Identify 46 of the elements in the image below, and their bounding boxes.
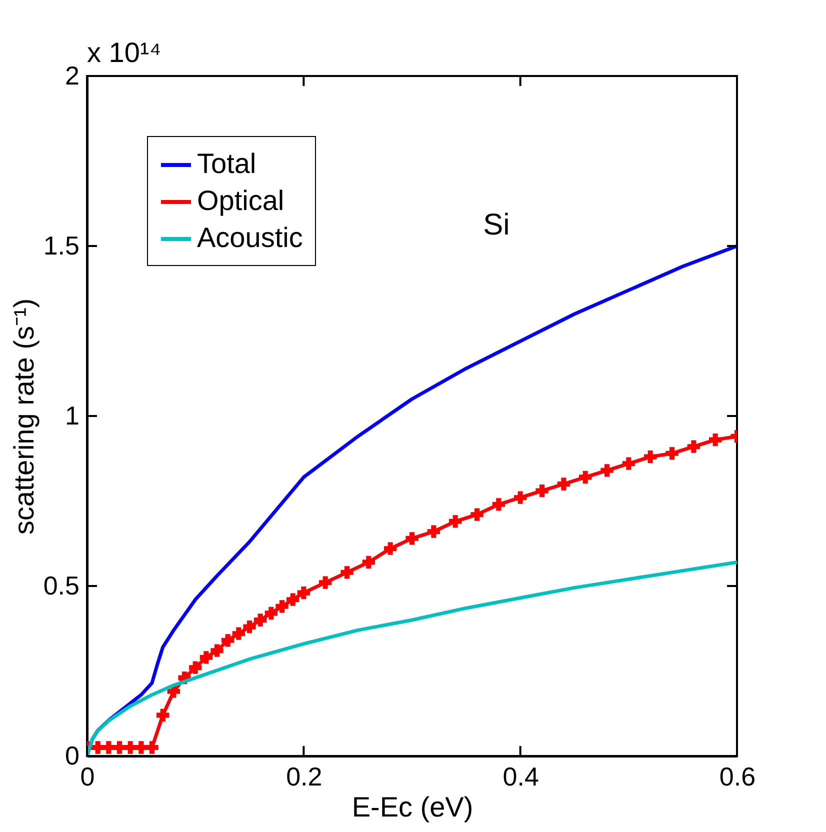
point — [384, 542, 397, 555]
x-tick-label: 0.6 — [719, 762, 756, 792]
point — [340, 566, 354, 579]
point — [622, 457, 635, 470]
point — [189, 661, 202, 674]
x-tick-label: 0.4 — [502, 762, 539, 792]
point — [297, 586, 310, 600]
point — [644, 450, 657, 464]
point — [557, 478, 570, 490]
x-axis-title: E-Ec (eV) — [352, 792, 474, 822]
point — [514, 491, 527, 504]
point — [579, 470, 592, 484]
point — [232, 627, 245, 640]
point — [319, 576, 332, 589]
point — [536, 484, 548, 498]
point — [276, 600, 288, 613]
x-tick-label: 0.2 — [286, 762, 322, 792]
point — [470, 508, 484, 521]
point — [254, 614, 267, 626]
point — [492, 498, 505, 511]
point — [362, 556, 375, 569]
legend-label: Optical — [197, 185, 284, 216]
y-tick-label: 2 — [65, 60, 80, 90]
point — [600, 464, 614, 477]
point — [200, 651, 212, 664]
point — [222, 634, 234, 647]
annotation: Si — [483, 208, 510, 242]
y-tick-label: 0.5 — [43, 570, 80, 600]
point — [210, 644, 224, 657]
point — [687, 440, 700, 453]
legend-label: Total — [197, 148, 256, 179]
y-axis-title: scattering rate (s⁻¹) — [8, 298, 40, 535]
point — [449, 515, 462, 528]
point — [243, 620, 256, 634]
point — [666, 447, 678, 460]
point — [286, 593, 300, 606]
y-tick-label: 1.5 — [43, 230, 80, 260]
point — [264, 606, 278, 620]
y-tick-label: 0 — [65, 740, 80, 770]
text: x 10¹⁴ — [87, 37, 162, 68]
point — [427, 525, 440, 538]
point — [709, 433, 722, 446]
point — [156, 708, 170, 722]
point — [406, 532, 418, 545]
legend-label: Acoustic — [197, 222, 303, 253]
y-tick-label: 1 — [65, 400, 80, 430]
